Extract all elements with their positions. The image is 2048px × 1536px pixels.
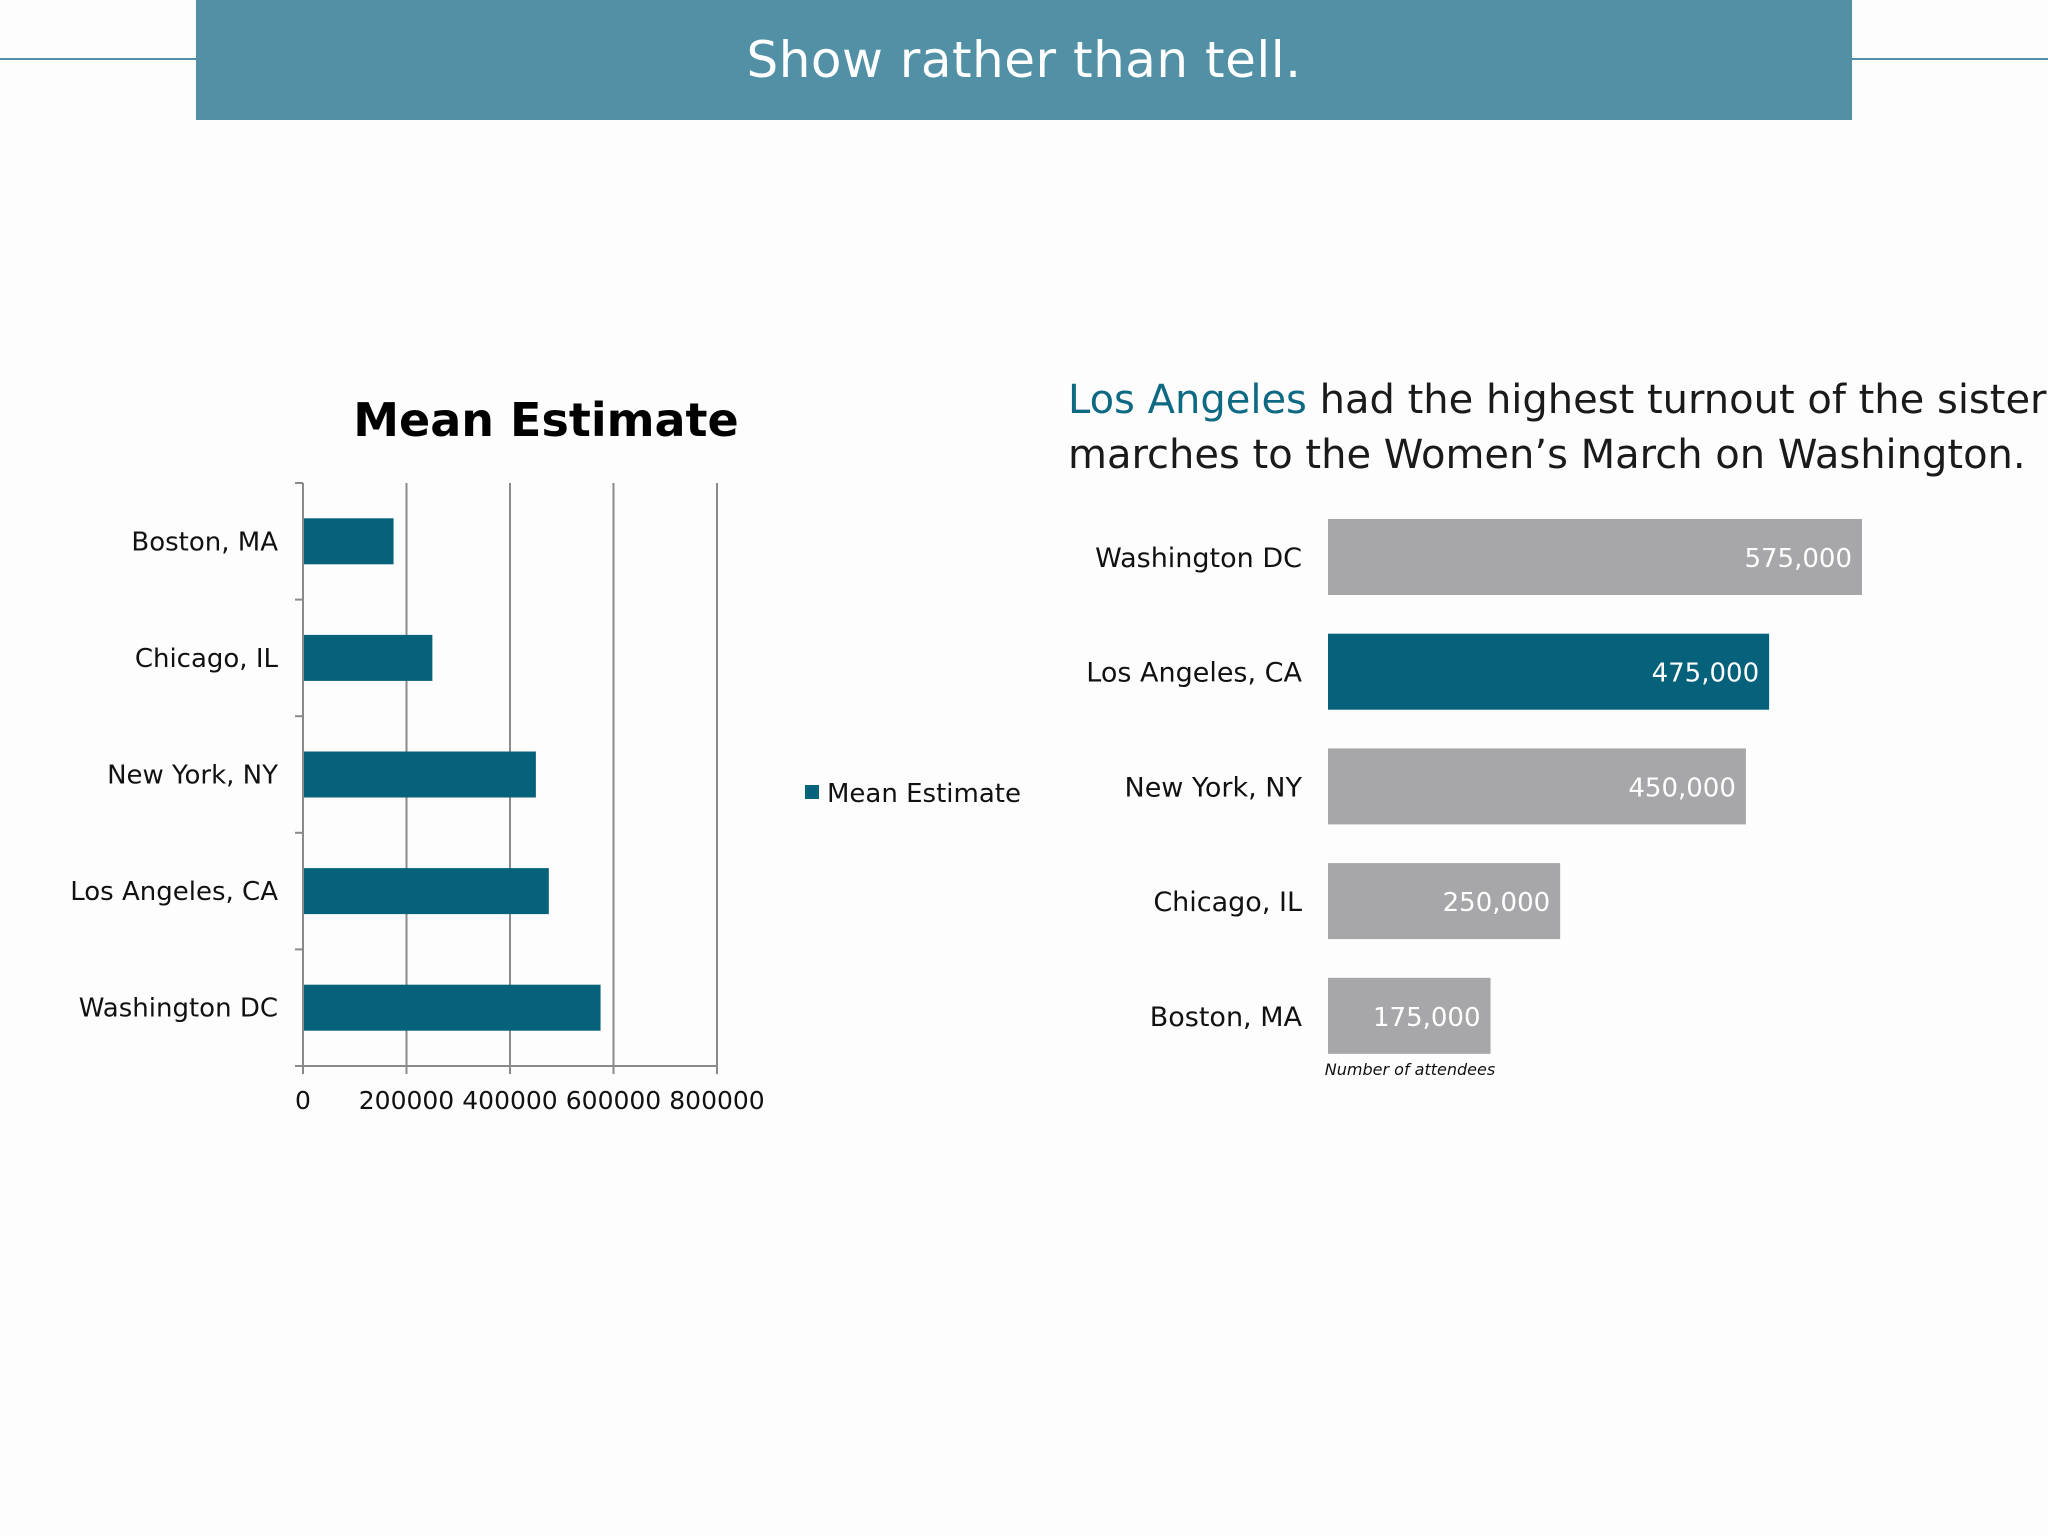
- right-category-label: Boston, MA: [1150, 1002, 1303, 1033]
- left-category-label: New York, NY: [107, 761, 278, 791]
- left-chart: Mean Estimate Boston, MA Chicago, IL New Y…: [70, 393, 1021, 1115]
- left-chart-bars: [303, 518, 601, 1031]
- left-chart-title: Mean Estimate: [353, 393, 739, 447]
- right-bar: [1328, 519, 1862, 595]
- right-chart-x-label: Number of attendees: [1325, 1060, 1495, 1079]
- right-chart-bars: Washington DC 575,000 Los Angeles, CA 475,0…: [1086, 519, 1862, 1054]
- left-bar: [303, 518, 394, 565]
- right-bar: [1328, 633, 1770, 710]
- left-chart-tick-labels: 0 200000 400000 600000 800000: [295, 1086, 765, 1115]
- right-category-label: Los Angeles, CA: [1086, 658, 1302, 689]
- headline-rest: had the highest turnout of the sister: [1320, 377, 2047, 423]
- right-category-label: Chicago, IL: [1153, 887, 1302, 918]
- left-bar: [303, 751, 536, 798]
- right-chart-headline-line-1: Los Angeles had the highest turnout of t…: [1068, 377, 2047, 423]
- left-category-label: Boston, MA: [131, 527, 278, 557]
- slide-title: Show rather than tell.: [746, 31, 1302, 89]
- right-bar: [1328, 977, 1491, 1054]
- left-chart-legend: Mean Estimate: [805, 779, 1021, 809]
- x-tick-label: 400000: [462, 1086, 557, 1115]
- right-value-label: 575,000: [1744, 544, 1852, 574]
- legend-swatch: [805, 785, 819, 799]
- left-bar: [303, 634, 433, 681]
- headline-accent: Los Angeles: [1068, 377, 1307, 423]
- legend-label: Mean Estimate: [827, 779, 1021, 809]
- right-value-label: 450,000: [1628, 773, 1736, 803]
- slide-title-banner: Show rather than tell.: [196, 0, 1852, 120]
- right-bar: [1328, 863, 1561, 940]
- right-category-label: New York, NY: [1125, 772, 1303, 803]
- left-category-label: Chicago, IL: [135, 644, 279, 674]
- right-value-label: 175,000: [1373, 1003, 1481, 1033]
- right-chart-headline-line-2: marches to the Women’s March on Washingt…: [1068, 432, 2026, 478]
- right-bar: [1328, 748, 1746, 825]
- left-category-label: Washington DC: [79, 994, 278, 1024]
- left-bar: [303, 984, 601, 1031]
- left-category-label: Los Angeles, CA: [70, 877, 278, 907]
- header-rule-right: [1850, 58, 2048, 60]
- x-tick-label: 200000: [359, 1086, 454, 1115]
- left-chart-category-labels: Boston, MA Chicago, IL New York, NY Los Ang…: [70, 527, 278, 1023]
- right-value-label: 475,000: [1652, 659, 1760, 689]
- x-tick-label: 600000: [566, 1086, 661, 1115]
- left-bar: [303, 868, 549, 915]
- left-chart-axes: [295, 482, 717, 1067]
- x-tick-label: 0: [295, 1086, 311, 1115]
- x-tick-label: 800000: [669, 1086, 764, 1115]
- right-value-label: 250,000: [1443, 888, 1551, 918]
- right-category-label: Washington DC: [1095, 543, 1302, 574]
- right-chart: Los Angeles had the highest turnout of t…: [1068, 377, 2047, 1079]
- header-rule-left: [0, 58, 198, 60]
